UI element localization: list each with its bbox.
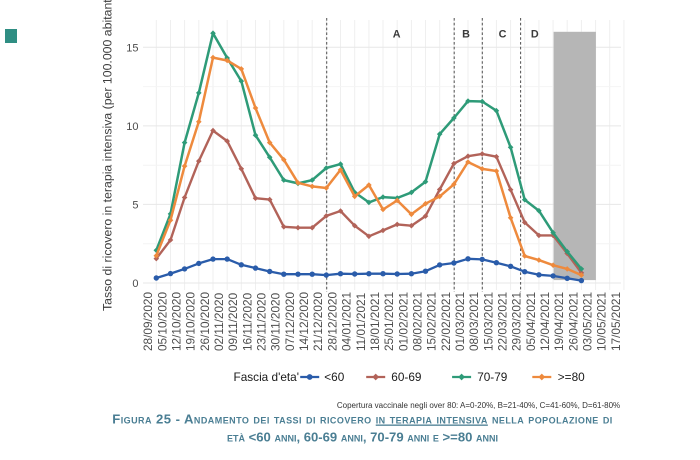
svg-text:22/03/2021: 22/03/2021 [495, 292, 509, 351]
svg-text:Copertura vaccinale negli over: Copertura vaccinale negli over 80: A=0-2… [337, 401, 620, 410]
svg-text:19/10/2020: 19/10/2020 [184, 292, 198, 351]
svg-text:28/09/2020: 28/09/2020 [141, 292, 155, 351]
svg-text:A: A [393, 29, 401, 41]
svg-text:12/04/2021: 12/04/2021 [538, 292, 552, 351]
svg-text:08/03/2021: 08/03/2021 [467, 292, 481, 351]
svg-text:D: D [531, 29, 539, 41]
svg-text:01/02/2021: 01/02/2021 [396, 292, 410, 351]
svg-text:22/02/2021: 22/02/2021 [439, 292, 453, 351]
svg-text:5: 5 [132, 199, 138, 211]
svg-text:26/10/2020: 26/10/2020 [198, 292, 212, 351]
svg-text:15: 15 [126, 42, 138, 54]
svg-text:07/12/2020: 07/12/2020 [283, 292, 297, 351]
svg-text:05/04/2021: 05/04/2021 [524, 292, 538, 351]
svg-text:05/10/2020: 05/10/2020 [155, 292, 169, 351]
svg-text:04/01/2021: 04/01/2021 [340, 292, 354, 351]
svg-text:70-79: 70-79 [477, 370, 507, 384]
svg-text:21/12/2020: 21/12/2020 [311, 292, 325, 351]
svg-text:Figura 25 - Andamento dei tass: Figura 25 - Andamento dei tassi di ricov… [112, 412, 612, 427]
svg-text:19/04/2021: 19/04/2021 [552, 292, 566, 351]
svg-text:28/12/2020: 28/12/2020 [325, 292, 339, 351]
svg-text:età <60 anni, 60-69 anni, 70-7: età <60 anni, 60-69 anni, 70-79 anni e >… [227, 430, 498, 445]
svg-text:25/01/2021: 25/01/2021 [382, 292, 396, 351]
svg-text:29/03/2021: 29/03/2021 [510, 292, 524, 351]
svg-text:08/02/2021: 08/02/2021 [410, 292, 424, 351]
svg-text:<60: <60 [324, 370, 344, 384]
svg-text:23/11/2020: 23/11/2020 [255, 292, 269, 351]
svg-text:11/01/2021: 11/01/2021 [354, 293, 368, 351]
svg-text:26/04/2021: 26/04/2021 [566, 292, 580, 351]
svg-text:10/05/2021: 10/05/2021 [595, 292, 609, 351]
svg-text:Tasso di ricovero in terapia i: Tasso di ricovero in terapia intensiva (… [100, 0, 114, 311]
svg-text:C: C [499, 29, 507, 41]
svg-text:15/02/2021: 15/02/2021 [425, 292, 439, 351]
svg-text:Fascia d'eta': Fascia d'eta' [234, 370, 300, 384]
svg-text:60-69: 60-69 [391, 370, 421, 384]
svg-text:18/01/2021: 18/01/2021 [368, 292, 382, 351]
svg-text:10: 10 [126, 121, 138, 133]
svg-text:09/11/2020: 09/11/2020 [226, 292, 240, 351]
svg-text:16/11/2020: 16/11/2020 [240, 292, 254, 351]
svg-text:0: 0 [132, 278, 138, 290]
svg-text:01/03/2021: 01/03/2021 [453, 292, 467, 351]
svg-text:12/10/2020: 12/10/2020 [170, 292, 184, 351]
svg-text:17/05/2021: 17/05/2021 [609, 292, 623, 351]
svg-text:03/05/2021: 03/05/2021 [581, 292, 595, 351]
svg-text:14/12/2020: 14/12/2020 [297, 292, 311, 351]
svg-text:02/11/2020: 02/11/2020 [212, 292, 226, 351]
svg-text:>=80: >=80 [558, 370, 585, 384]
svg-text:B: B [462, 29, 470, 41]
svg-text:15/03/2021: 15/03/2021 [481, 292, 495, 351]
svg-text:30/11/2020: 30/11/2020 [269, 292, 283, 351]
